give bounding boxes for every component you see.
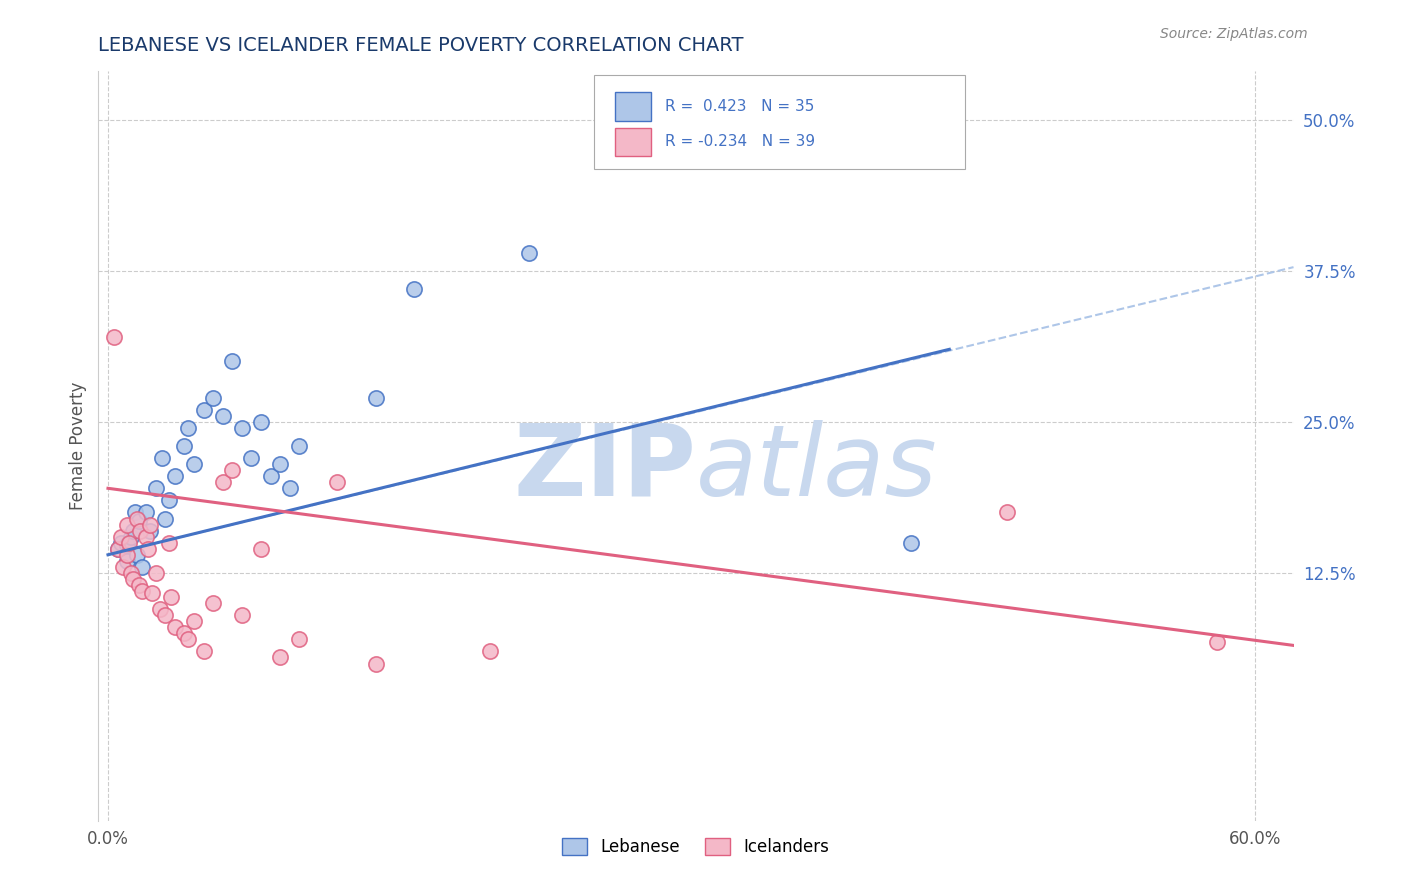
Y-axis label: Female Poverty: Female Poverty <box>69 382 87 510</box>
Point <box>193 644 215 658</box>
Point <box>221 463 243 477</box>
Point <box>1206 634 1229 648</box>
Text: R = -0.234   N = 39: R = -0.234 N = 39 <box>665 135 815 149</box>
Point <box>120 530 142 544</box>
Point <box>115 554 138 568</box>
Point <box>250 415 273 429</box>
Point <box>141 586 163 600</box>
Point <box>103 330 125 344</box>
Point <box>173 439 195 453</box>
Point <box>160 590 183 604</box>
Point <box>163 469 186 483</box>
Point <box>202 391 225 405</box>
Point <box>157 493 180 508</box>
Point <box>259 469 281 483</box>
Point <box>115 517 138 532</box>
Point <box>269 650 291 665</box>
Point <box>125 511 148 525</box>
Point <box>118 535 141 549</box>
Point <box>115 538 138 552</box>
Point <box>145 566 167 580</box>
Point <box>517 245 540 260</box>
FancyBboxPatch shape <box>595 75 965 169</box>
Point <box>135 506 157 520</box>
Point <box>135 530 157 544</box>
Point <box>110 535 132 549</box>
Point <box>121 572 143 586</box>
Point <box>136 541 159 556</box>
Text: Source: ZipAtlas.com: Source: ZipAtlas.com <box>1160 27 1308 41</box>
Point <box>402 282 425 296</box>
Point <box>995 506 1018 520</box>
FancyBboxPatch shape <box>614 93 651 120</box>
Point <box>131 584 153 599</box>
Point <box>149 602 172 616</box>
Point <box>110 530 132 544</box>
FancyBboxPatch shape <box>614 128 651 156</box>
Point <box>250 541 273 556</box>
Point <box>900 535 922 549</box>
Legend: Lebanese, Icelanders: Lebanese, Icelanders <box>554 830 838 864</box>
Point <box>155 608 177 623</box>
Point <box>183 457 205 471</box>
Point <box>124 506 146 520</box>
Point <box>269 457 291 471</box>
Point <box>128 578 150 592</box>
Point <box>107 541 129 556</box>
Point <box>128 514 150 528</box>
Point <box>157 535 180 549</box>
Point <box>288 439 311 453</box>
Point <box>155 511 177 525</box>
Point <box>183 614 205 628</box>
Point <box>107 541 129 556</box>
Point <box>177 632 200 647</box>
Text: atlas: atlas <box>696 420 938 517</box>
Point <box>278 481 301 495</box>
Point <box>131 559 153 574</box>
Point <box>150 451 173 466</box>
Point <box>139 524 162 538</box>
Point <box>240 451 263 466</box>
Point <box>163 620 186 634</box>
Point <box>177 421 200 435</box>
Point <box>364 657 387 671</box>
Text: R =  0.423   N = 35: R = 0.423 N = 35 <box>665 99 814 114</box>
Point <box>288 632 311 647</box>
Point <box>364 391 387 405</box>
Point <box>231 421 253 435</box>
Point <box>221 354 243 368</box>
Point <box>139 517 162 532</box>
Text: ZIP: ZIP <box>513 420 696 517</box>
Point <box>121 524 143 538</box>
Point <box>231 608 253 623</box>
Text: LEBANESE VS ICELANDER FEMALE POVERTY CORRELATION CHART: LEBANESE VS ICELANDER FEMALE POVERTY COR… <box>98 36 744 54</box>
Point <box>115 548 138 562</box>
Point <box>145 481 167 495</box>
Point <box>193 402 215 417</box>
Point <box>326 475 349 490</box>
Point <box>479 644 502 658</box>
Point <box>211 475 233 490</box>
Point <box>112 559 135 574</box>
Point <box>125 548 148 562</box>
Point <box>202 596 225 610</box>
Point <box>120 566 142 580</box>
Point <box>173 626 195 640</box>
Point <box>211 409 233 423</box>
Point <box>129 524 152 538</box>
